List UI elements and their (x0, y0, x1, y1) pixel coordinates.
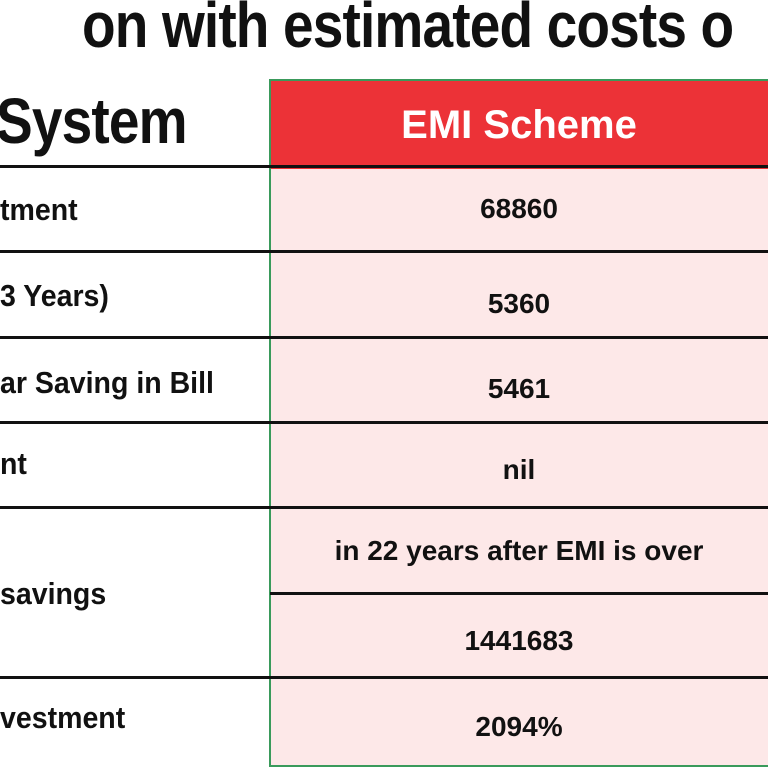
row-label-savings: savings (0, 576, 107, 611)
row-divider (0, 336, 768, 339)
row-label-saving-in-bill: ar Saving in Bill (0, 365, 214, 400)
value-cell-saving-in-bill: 5461 (487, 373, 551, 404)
value-cell-return-on-investment: 2094% (475, 711, 563, 742)
value-cell-nil: nil (502, 454, 536, 485)
value-cell-years: 5360 (487, 288, 551, 319)
row-label-investment-return: vestment (0, 700, 126, 735)
row-divider (0, 250, 768, 253)
row-divider (0, 421, 768, 424)
row-label-investment: tment (0, 192, 78, 227)
row-divider (0, 506, 768, 509)
row-label-years: 3 Years) (0, 278, 109, 313)
row-divider (270, 592, 768, 595)
value-cell-investment: 68860 (480, 193, 558, 224)
value-cell-savings: 1441683 (464, 625, 574, 656)
value-cell-savings-note: in 22 years after EMI is over (334, 535, 704, 566)
page-title-line-1: on with estimated costs o (82, 0, 734, 61)
row-divider (0, 676, 768, 679)
row-label-nt: nt (0, 446, 27, 481)
emi-scheme-header: EMI Scheme (271, 81, 768, 169)
row-divider (0, 165, 768, 168)
page-title-line-2: System (0, 85, 188, 157)
